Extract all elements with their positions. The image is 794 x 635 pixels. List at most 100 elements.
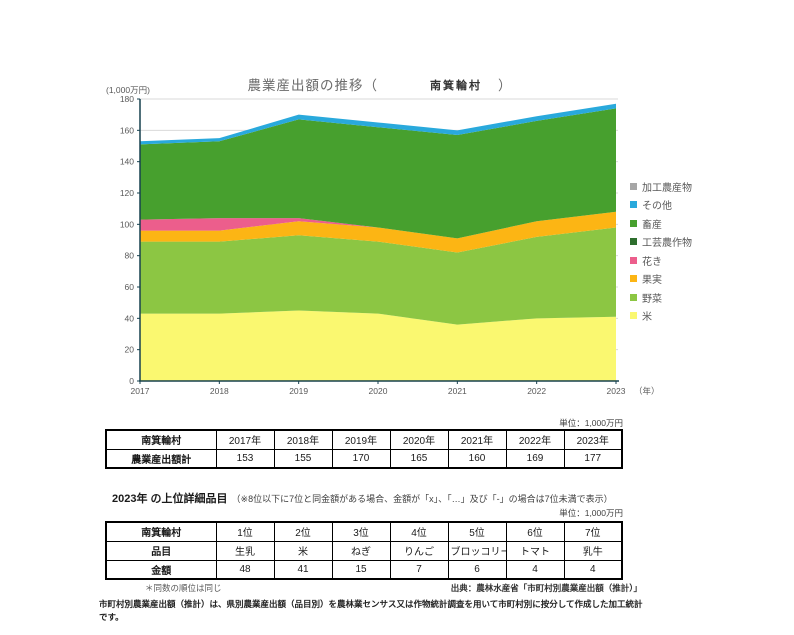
table-cell: 4 — [505, 559, 565, 580]
table-cell: りんご — [389, 540, 449, 561]
table-corner-cell: 南箕輪村 — [105, 521, 217, 542]
area-野菜 — [140, 227, 616, 325]
table-column-header: 7位 — [563, 521, 623, 542]
table-cell: 165 — [389, 448, 449, 469]
x-axis-tick-label: 2021 — [448, 386, 467, 396]
legend-item: 野菜 — [630, 288, 692, 307]
y-axis-tick-label: 140 — [120, 157, 134, 167]
chart-title-suffix: ） — [498, 78, 513, 93]
table-cell: 153 — [215, 448, 275, 469]
legend-swatch-icon — [630, 219, 637, 227]
table-row: 農業産出額計 153 155 170 165 160 169 177 — [105, 448, 623, 469]
legend-item: 花き — [630, 251, 692, 270]
y-axis-tick-label: 20 — [125, 345, 135, 355]
area-果実 — [140, 211, 616, 253]
legend-item: 米 — [630, 307, 692, 326]
table-column-header: 2位 — [273, 521, 333, 542]
area-畜産 — [140, 108, 616, 239]
y-axis-tick-label: 120 — [120, 188, 134, 198]
area-花き — [140, 211, 616, 239]
x-axis-tick-label: 2023 — [607, 386, 626, 396]
table-cell: ブロッコリー — [447, 540, 507, 561]
source-note: 出典：農林水産省「市町村別農業産出額（推計）」 — [450, 583, 642, 593]
table2-unit-note: 単位：1,000万円 — [559, 508, 623, 518]
top-items-table: 南箕輪村 1位 2位 3位 4位 5位 6位 7位 品目 生乳米ねぎ りんご ブロッコリー トマト 乳牛金… — [105, 521, 623, 580]
legend-label: 花き — [642, 256, 662, 268]
legend-item: 加工農産物 — [630, 177, 692, 196]
legend-label: 加工農産物 — [642, 182, 692, 194]
table-column-header: 2017年 — [215, 429, 275, 450]
area-米 — [140, 310, 616, 381]
chart-legend: 加工農産物その他畜産工芸農作物花き果実野菜米 — [630, 177, 692, 325]
chart-title-village: 南箕輪村 — [430, 80, 482, 92]
table-cell: トマト — [505, 540, 565, 561]
table-cell: 177 — [563, 448, 623, 469]
chart-title: 農業産出額の推移（ 南箕輪村 ） — [0, 74, 760, 94]
legend-swatch-icon — [630, 256, 637, 264]
table-row: 品目 生乳米ねぎ りんご ブロッコリー トマト 乳牛 — [105, 540, 623, 561]
table-row-label: 品目 — [105, 540, 217, 561]
table1-unit-note: 単位：1,000万円 — [559, 418, 623, 428]
table-cell: 169 — [505, 448, 565, 469]
legend-label: 工芸農作物 — [642, 238, 692, 250]
table-column-header: 2019年 — [331, 429, 391, 450]
legend-item: 果実 — [630, 270, 692, 289]
legend-item: 畜産 — [630, 214, 692, 233]
table-cell: ねぎ — [331, 540, 391, 561]
table-column-header: 2020年 — [389, 429, 449, 450]
legend-label: 米 — [642, 312, 652, 324]
table-column-header: 5位 — [447, 521, 507, 542]
x-axis-tick-label: 2020 — [369, 386, 388, 396]
y-axis-tick-label: 100 — [120, 219, 134, 229]
table-cell: 米 — [273, 540, 333, 561]
x-axis-tick-label: 2022 — [527, 386, 546, 396]
y-axis-tick-label: 80 — [125, 251, 135, 261]
table-column-header: 2018年 — [273, 429, 333, 450]
legend-swatch-icon — [630, 238, 637, 246]
section2-title: 2023年 の上位詳細品目 — [112, 493, 228, 505]
legend-label: 野菜 — [642, 293, 662, 305]
table-column-header: 1位 — [215, 521, 275, 542]
table-row: 金額 48 41 15 7 6 4 4 — [105, 559, 623, 580]
y-axis-tick-label: 0 — [129, 376, 134, 386]
legend-label: 果実 — [642, 275, 662, 287]
legend-swatch-icon — [630, 182, 637, 190]
table-cell: 170 — [331, 448, 391, 469]
table-cell: 41 — [273, 559, 333, 580]
table-row: 南箕輪村 1位 2位 3位 4位 5位 6位 7位 — [105, 521, 623, 542]
legend-swatch-icon — [630, 312, 637, 320]
table-cell: 生乳 — [215, 540, 275, 561]
stacked-area-chart: 0 20 40 60 80 100 120 140 160 180 2017 2018 2019 2020… — [120, 94, 660, 396]
table-cell: 4 — [563, 559, 623, 580]
table-cell: 155 — [273, 448, 333, 469]
table-column-header: 2023年 — [563, 429, 623, 450]
section2-heading: 2023年 の上位詳細品目 （※8位以下に7位と同金額がある場合、金額が「x」、「… — [112, 490, 613, 506]
y-axis-unit-label: (1,000万円) — [106, 85, 150, 95]
x-axis-tick-label: 2019 — [289, 386, 308, 396]
table-column-header: 2022年 — [505, 429, 565, 450]
x-axis-tick-label: 2017 — [131, 386, 150, 396]
table-cell: 7 — [389, 559, 449, 580]
legend-swatch-icon — [630, 293, 637, 301]
table-cell: 乳牛 — [563, 540, 623, 561]
tie-rank-note: ＊同数の順位は同じ — [145, 583, 222, 593]
section2-note: （※8位以下に7位と同金額がある場合、金額が「x」、「…」及び「-」の場合は7位… — [231, 494, 613, 504]
table-cell: 160 — [447, 448, 507, 469]
legend-label: その他 — [642, 201, 672, 213]
legend-swatch-icon — [630, 201, 637, 209]
x-axis-tick-label: 2018 — [210, 386, 229, 396]
table-column-header: 2021年 — [447, 429, 507, 450]
y-axis-tick-label: 60 — [125, 282, 135, 292]
x-axis-year-suffix: （年） — [634, 386, 660, 396]
legend-swatch-icon — [630, 275, 637, 283]
table-row-label: 金額 — [105, 559, 217, 580]
table-cell: 6 — [447, 559, 507, 580]
table-row: 南箕輪村 2017年 2018年 2019年 2020年 2021年 2022年 2023年 — [105, 429, 623, 450]
table-column-header: 3位 — [331, 521, 391, 542]
table-row-label: 農業産出額計 — [105, 448, 217, 469]
legend-label: 畜産 — [642, 219, 662, 231]
output-total-table: 南箕輪村 2017年 2018年 2019年 2020年 2021年 2022年 2023年農… — [105, 429, 623, 469]
y-axis-tick-label: 160 — [120, 125, 134, 135]
y-axis-tick-label: 40 — [125, 313, 135, 323]
